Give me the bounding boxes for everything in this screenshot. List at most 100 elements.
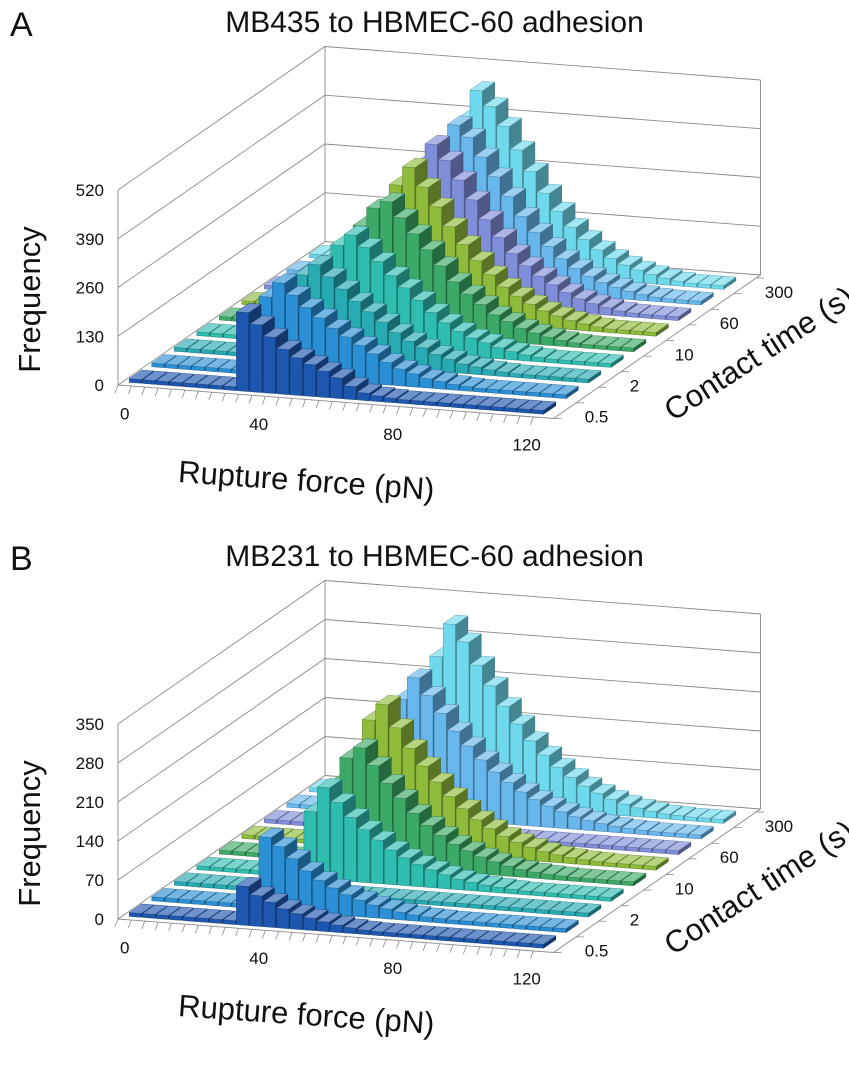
bar-top <box>469 655 496 666</box>
bar-front <box>424 869 437 889</box>
bar-top <box>191 891 218 902</box>
y-tick-label: 0 <box>95 910 104 929</box>
bar-top <box>477 875 504 886</box>
bar-top <box>553 918 579 929</box>
bar-top <box>530 400 557 411</box>
bar-front <box>249 323 263 393</box>
x-tick-mark <box>449 944 454 953</box>
bars <box>128 81 737 415</box>
bar-top <box>643 265 670 276</box>
bar <box>665 307 692 321</box>
bar-front <box>581 819 594 832</box>
bar-top <box>517 881 544 892</box>
bar-top <box>634 285 661 296</box>
bar-top <box>567 807 594 818</box>
bar-top <box>396 390 423 401</box>
bar-top <box>365 895 392 906</box>
bar-top <box>352 335 378 346</box>
bar-top <box>414 338 441 349</box>
bar <box>643 856 669 871</box>
bar-top <box>553 385 579 396</box>
bar-top <box>298 298 325 309</box>
bar-top <box>388 323 414 334</box>
bar-top <box>356 237 383 248</box>
bar <box>598 353 624 368</box>
bar-top <box>472 912 499 923</box>
chart-3d-bars-b: 070140210280350040801200.521060300Freque… <box>12 580 849 1041</box>
x-tick-mark <box>275 397 280 406</box>
bar-top <box>415 177 442 188</box>
bar-front <box>263 336 276 394</box>
bar-top <box>428 345 455 356</box>
bar-top <box>356 820 383 831</box>
bar-top <box>196 323 222 334</box>
bar-top <box>459 841 486 852</box>
bar-top <box>558 832 585 843</box>
x-tick-mark <box>516 415 521 425</box>
bar-top <box>258 827 285 838</box>
bar <box>553 918 579 933</box>
bar-top <box>446 721 473 732</box>
bar-front <box>513 868 527 878</box>
bar-top <box>544 883 571 894</box>
bar-front <box>634 293 648 302</box>
bar-front <box>249 894 263 927</box>
z-tick-label: 60 <box>720 848 739 867</box>
bar-top <box>445 910 472 921</box>
bar-top <box>302 908 329 919</box>
bar-top <box>621 819 647 830</box>
x-tick-mark <box>262 396 266 405</box>
bar-front <box>379 361 392 386</box>
bar-top <box>553 330 580 341</box>
bar-top <box>347 292 374 303</box>
bar-top <box>410 925 436 936</box>
bar-front <box>468 366 482 376</box>
bar-front <box>236 885 249 926</box>
bar-top <box>602 853 629 864</box>
bar-top <box>369 922 396 933</box>
bar-top <box>241 825 267 836</box>
bar-front <box>289 357 303 396</box>
bar-top <box>585 834 612 845</box>
bar-top <box>580 810 607 822</box>
bar-top <box>616 794 643 805</box>
x-tick-mark <box>128 919 132 929</box>
bar-top <box>504 244 531 255</box>
bar-top <box>378 899 405 910</box>
bar-front <box>482 369 495 377</box>
bar-top <box>517 345 544 356</box>
bar-top <box>513 206 540 217</box>
bar-top <box>486 305 513 316</box>
bar-front <box>527 871 540 879</box>
bar-top <box>548 367 575 378</box>
bar-top <box>629 321 656 332</box>
x-tick-mark <box>128 385 132 395</box>
x-tick-mark <box>342 936 347 945</box>
bar-top <box>311 870 338 881</box>
bar-front <box>464 881 478 892</box>
bar-top <box>576 850 602 861</box>
x-tick-mark <box>530 416 534 426</box>
bar-top <box>437 313 464 324</box>
bar-top <box>500 773 527 784</box>
bar-front <box>576 323 590 332</box>
bar-top <box>271 273 298 284</box>
bar-top <box>549 306 576 317</box>
bar-top <box>661 823 688 834</box>
panel-letter: A <box>10 6 33 44</box>
bar-top <box>540 327 567 338</box>
y-tick-label: 280 <box>76 754 104 773</box>
bar-top <box>603 789 630 800</box>
bar-top <box>437 865 464 876</box>
bar-front <box>289 912 303 930</box>
bar-top <box>482 265 509 276</box>
bar-top <box>607 816 634 827</box>
x-tick-label: 0 <box>120 405 129 424</box>
bar-top <box>473 847 500 858</box>
x-tick-label: 40 <box>249 415 268 434</box>
bar-top <box>460 736 487 747</box>
bar-top <box>343 376 369 387</box>
bar-front <box>410 863 424 888</box>
bar-front <box>406 372 419 388</box>
bar-top <box>378 352 405 364</box>
